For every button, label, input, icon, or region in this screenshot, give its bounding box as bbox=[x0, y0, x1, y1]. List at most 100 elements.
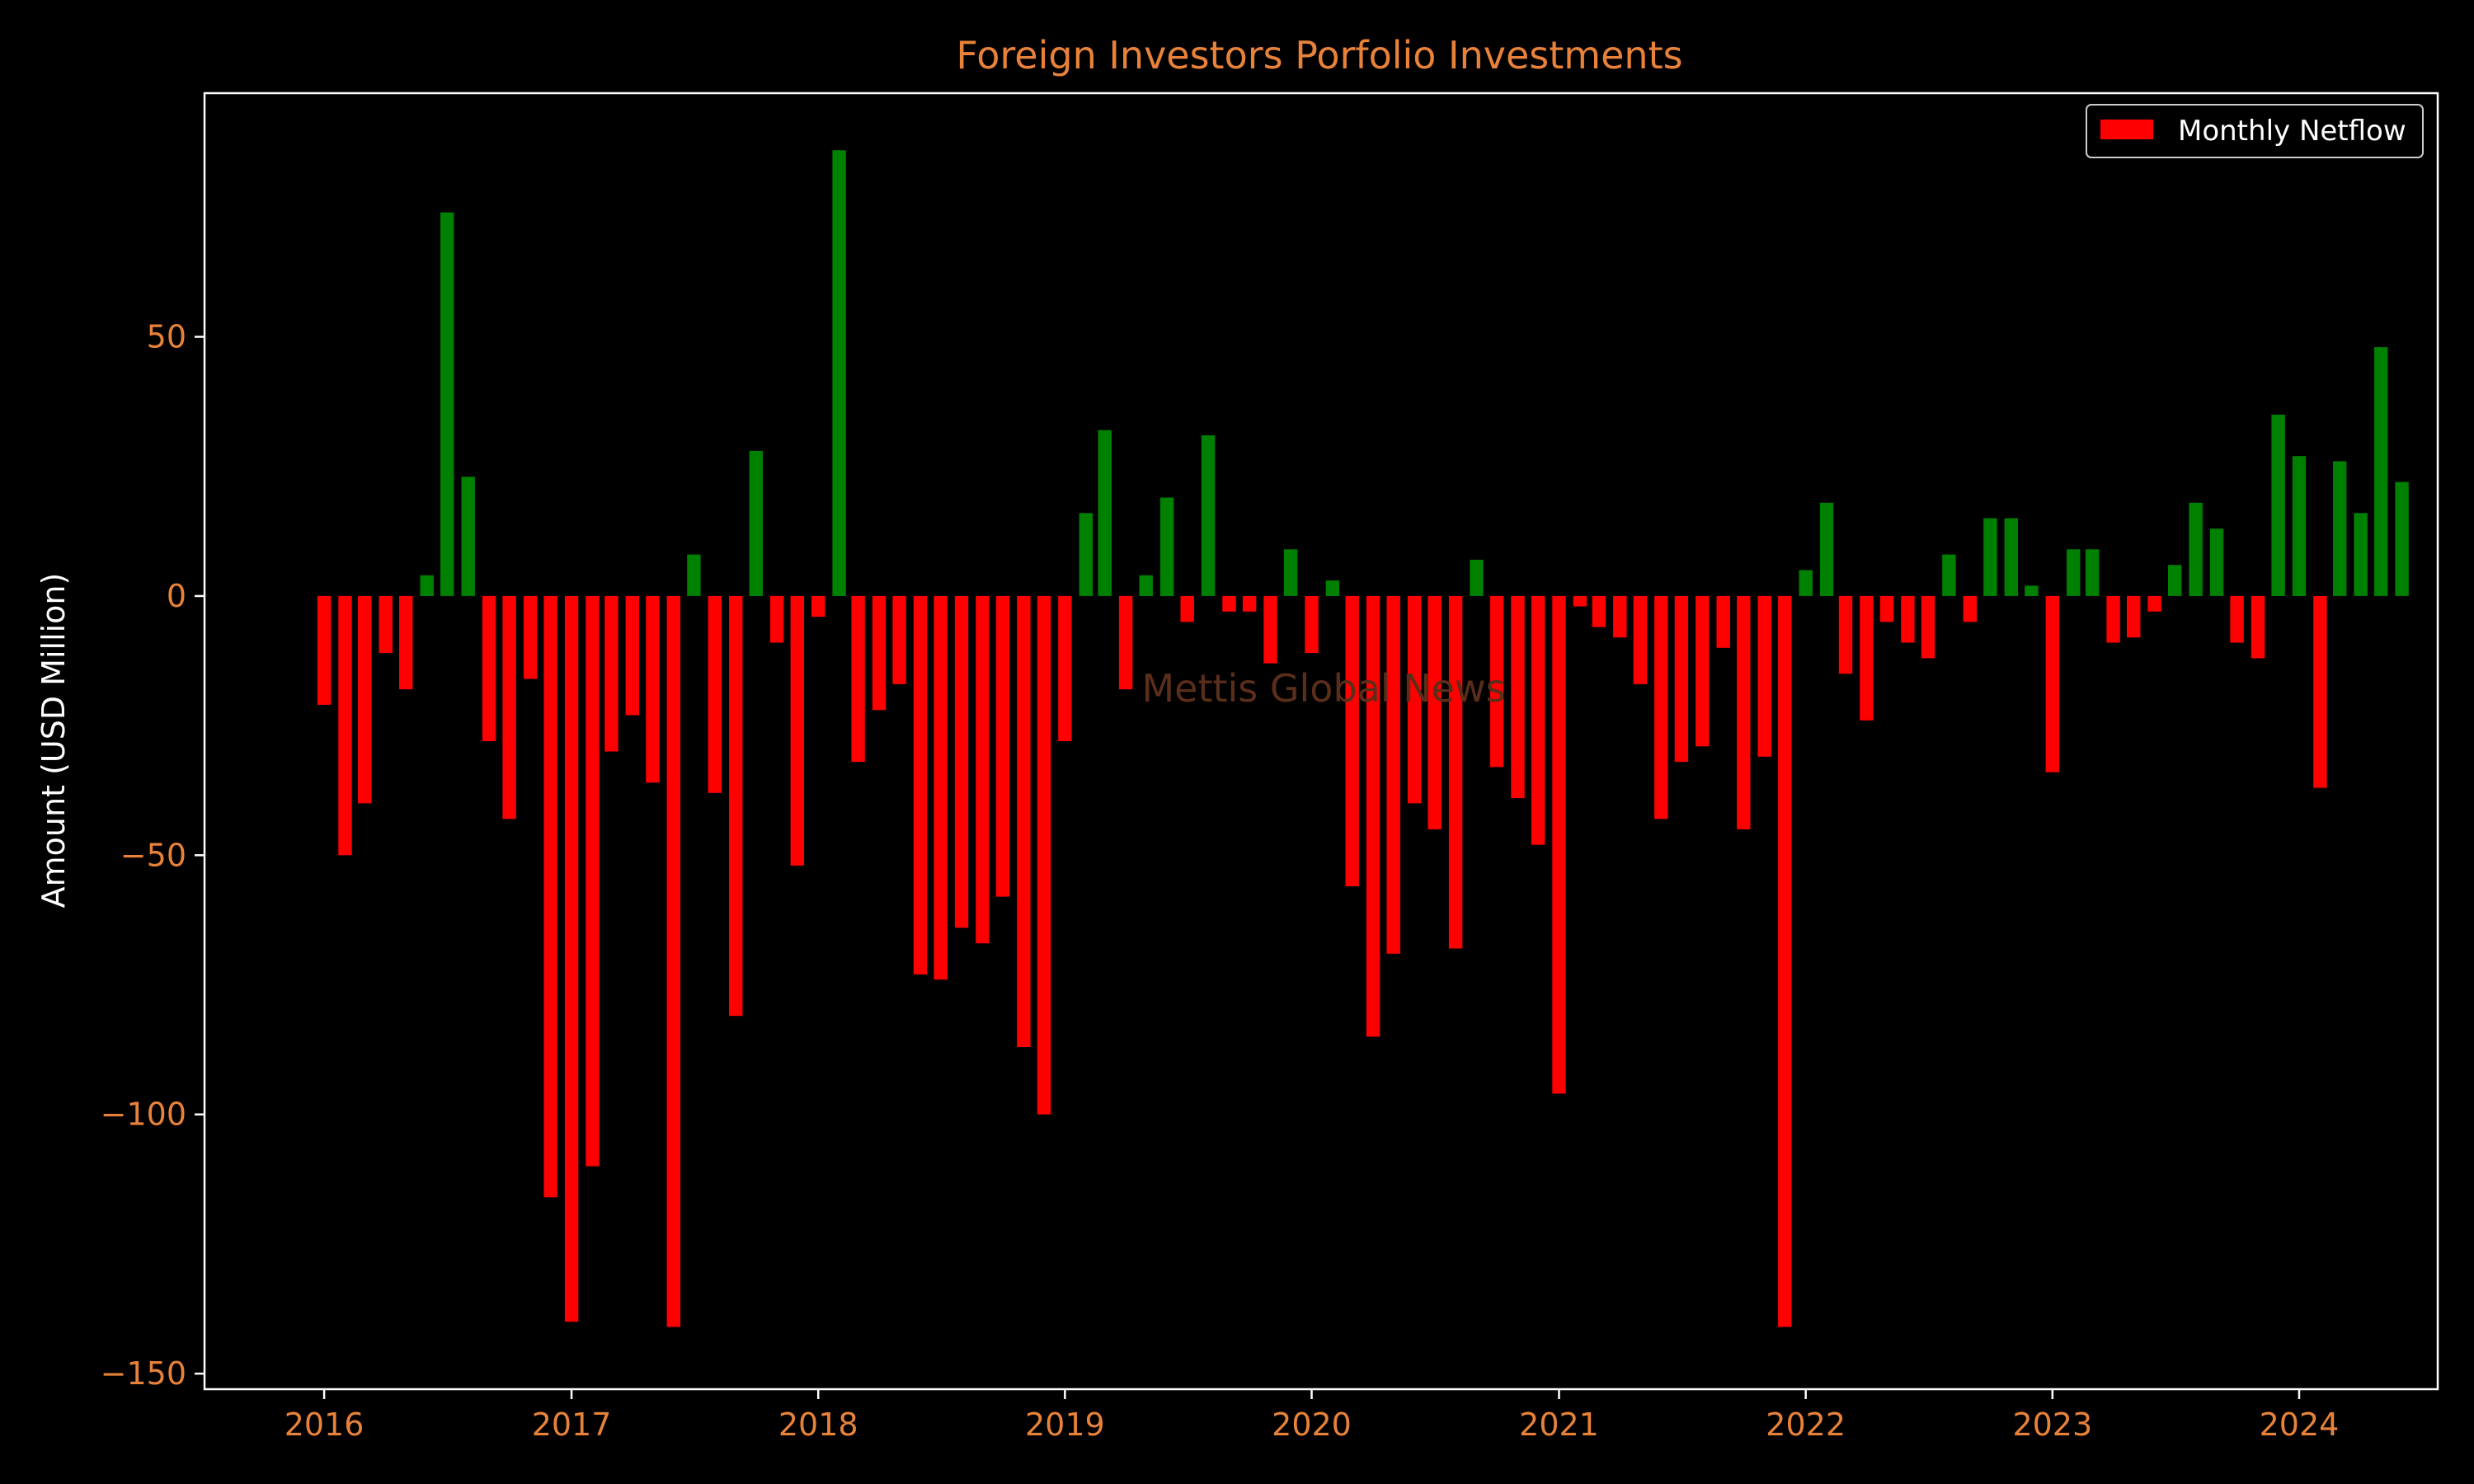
bar-2016-06 bbox=[420, 575, 434, 596]
bar-2018-10 bbox=[995, 595, 1010, 897]
x-tick-label: 2020 bbox=[1272, 1407, 1352, 1443]
bar-2022-01 bbox=[1799, 570, 1813, 596]
bar-2021-07 bbox=[1674, 595, 1689, 763]
bar-2021-06 bbox=[1654, 595, 1668, 819]
bar-2017-07 bbox=[687, 554, 701, 596]
bar-2018-11 bbox=[1017, 595, 1031, 1047]
bar-2018-05 bbox=[892, 595, 906, 684]
bar-2024-03 bbox=[2333, 461, 2347, 596]
bar-2018-07 bbox=[934, 595, 948, 980]
bar-2017-06 bbox=[666, 595, 680, 1327]
bar-2024-05 bbox=[2374, 347, 2388, 596]
bar-2023-06 bbox=[2147, 595, 2161, 612]
legend-label: Monthly Netflow bbox=[2178, 115, 2406, 148]
bar-2019-03 bbox=[1098, 430, 1112, 596]
bar-2016-01 bbox=[317, 595, 332, 705]
x-tick-label: 2023 bbox=[2012, 1407, 2092, 1443]
bar-2017-05 bbox=[646, 595, 660, 783]
bar-2018-03 bbox=[851, 595, 865, 763]
bar-2017-10 bbox=[749, 450, 763, 596]
bar-2020-04 bbox=[1366, 595, 1380, 1037]
bar-2021-08 bbox=[1696, 595, 1710, 747]
x-tick-label: 2018 bbox=[778, 1407, 858, 1443]
bar-2016-10 bbox=[502, 595, 516, 819]
bar-2019-09 bbox=[1222, 595, 1236, 612]
bar-2017-11 bbox=[770, 595, 784, 643]
bar-2022-09 bbox=[1963, 595, 1977, 622]
bar-2020-06 bbox=[1407, 595, 1422, 804]
bar-2017-09 bbox=[729, 595, 743, 1017]
bar-2021-12 bbox=[1778, 595, 1792, 1327]
bar-2019-12 bbox=[1283, 549, 1298, 596]
bar-2024-01 bbox=[2292, 456, 2307, 596]
bar-2023-05 bbox=[2127, 595, 2141, 638]
bar-2020-12 bbox=[1531, 595, 1545, 845]
bar-2022-10 bbox=[1983, 518, 1997, 596]
legend-box bbox=[2086, 104, 2424, 158]
x-tick-label: 2019 bbox=[1025, 1407, 1105, 1443]
bar-2016-09 bbox=[482, 595, 496, 741]
y-axis-ticks: 50 0 −50 −100 −150 bbox=[101, 319, 205, 1392]
watermark: Mettis Global News bbox=[1141, 666, 1505, 711]
bar-2019-06 bbox=[1159, 497, 1174, 596]
bar-2019-07 bbox=[1180, 595, 1194, 622]
bar-2023-11 bbox=[2251, 595, 2265, 659]
bar-2019-01 bbox=[1058, 595, 1072, 741]
bar-2023-07 bbox=[2168, 565, 2182, 596]
bar-2022-03 bbox=[1838, 595, 1853, 674]
bar-2022-07 bbox=[1921, 595, 1935, 659]
bar-2018-12 bbox=[1037, 595, 1051, 1115]
bar-2020-01 bbox=[1305, 595, 1319, 654]
bar-2016-03 bbox=[358, 595, 372, 804]
bar-2016-07 bbox=[440, 212, 454, 596]
bar-2020-07 bbox=[1427, 595, 1442, 829]
bar-2022-04 bbox=[1860, 595, 1874, 721]
bar-2019-05 bbox=[1139, 575, 1153, 596]
bar-2021-02 bbox=[1573, 595, 1587, 607]
bar-2016-08 bbox=[461, 477, 475, 596]
x-tick-label: 2016 bbox=[285, 1407, 365, 1443]
y-tick-label: 0 bbox=[167, 578, 186, 614]
bar-2021-09 bbox=[1716, 595, 1730, 648]
bar-2021-05 bbox=[1633, 595, 1648, 684]
chart-title: Foreign Investors Porfolio Investments bbox=[956, 33, 1682, 77]
bar-2022-02 bbox=[1819, 502, 1834, 596]
y-tick-label: −100 bbox=[101, 1097, 186, 1133]
bar-2020-05 bbox=[1386, 595, 1400, 954]
bar-2016-04 bbox=[379, 595, 393, 654]
bar-2023-09 bbox=[2209, 528, 2224, 596]
bar-2022-11 bbox=[2004, 518, 2018, 596]
bar-2016-05 bbox=[399, 595, 413, 690]
bar-2016-12 bbox=[543, 595, 557, 1198]
bar-2024-06 bbox=[2395, 481, 2409, 596]
x-tick-label: 2021 bbox=[1519, 1407, 1599, 1443]
bar-2022-06 bbox=[1901, 595, 1915, 643]
bar-2021-11 bbox=[1757, 595, 1771, 757]
legend: Monthly Netflow bbox=[2086, 104, 2424, 158]
bar-2017-01 bbox=[564, 595, 579, 1322]
bar-2020-09 bbox=[1470, 559, 1484, 596]
bar-2023-10 bbox=[2230, 595, 2244, 643]
bar-2021-04 bbox=[1613, 595, 1627, 638]
bar-2023-01 bbox=[2045, 595, 2059, 773]
x-tick-label: 2022 bbox=[1766, 1407, 1846, 1443]
x-tick-label: 2024 bbox=[2260, 1407, 2340, 1443]
x-axis-ticks: 2016 2017 2018 2019 2020 2021 2022 2023 2024 bbox=[285, 1389, 2340, 1443]
bar-2023-12 bbox=[2271, 414, 2285, 596]
bar-2017-04 bbox=[625, 595, 639, 716]
bar-2017-03 bbox=[604, 595, 618, 752]
y-tick-label: −50 bbox=[120, 837, 186, 873]
bar-2018-08 bbox=[954, 595, 969, 928]
bar-2016-11 bbox=[523, 595, 538, 679]
bar-2022-12 bbox=[2025, 585, 2039, 596]
bar-2023-08 bbox=[2189, 502, 2203, 596]
bars bbox=[317, 150, 2409, 1327]
x-tick-label: 2017 bbox=[532, 1407, 612, 1443]
bar-2017-02 bbox=[586, 595, 600, 1167]
bar-2017-12 bbox=[790, 595, 804, 866]
bar-2018-06 bbox=[913, 595, 928, 974]
bar-2020-02 bbox=[1325, 580, 1340, 596]
legend-swatch bbox=[2100, 120, 2153, 139]
